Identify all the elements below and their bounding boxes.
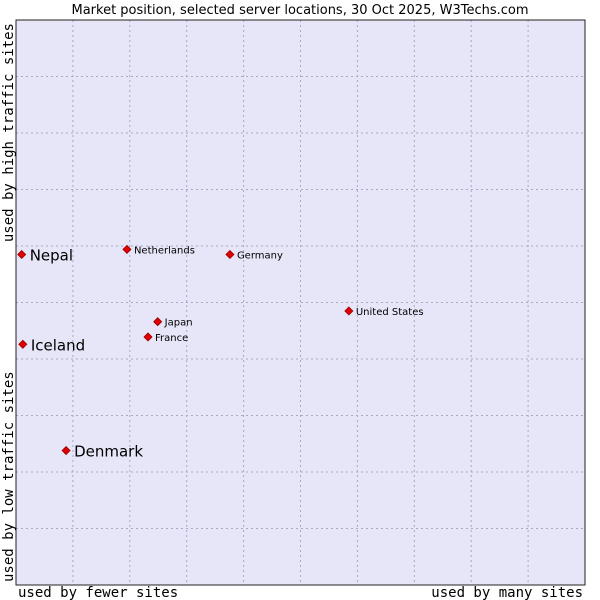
point-label-germany: Germany [237,250,283,261]
point-label-iceland: Iceland [31,336,85,354]
x-axis-label-fewer: used by fewer sites [18,585,178,600]
grid-lines [16,20,585,585]
point-marker-germany[interactable] [225,249,235,260]
point-label-united-states: United States [356,307,424,318]
data-points: Nepal Iceland Denmark Netherlands Germany Jap… [17,244,424,461]
y-axis-label-low: used by low traffic sites [1,371,17,582]
point-label-japan: Japan [164,318,193,329]
point-label-nepal: Nepal [30,246,73,264]
point-label-denmark: Denmark [74,443,143,461]
point-marker-france[interactable] [143,332,153,342]
chart-title: Market position, selected server locatio… [71,3,528,18]
point-marker-japan[interactable] [153,317,163,327]
point-label-france: France [155,333,188,344]
point-marker-iceland[interactable] [18,339,28,349]
point-label-netherlands: Netherlands [134,245,195,256]
point-marker-united-states[interactable] [344,306,354,316]
point-marker-nepal[interactable] [17,249,27,260]
point-marker-denmark[interactable] [61,445,71,456]
plot-border [15,19,586,586]
point-marker-netherlands[interactable] [122,244,132,254]
x-axis-label-many: used by many sites [431,585,583,600]
y-axis-label-high: used by high traffic sites [1,23,17,242]
